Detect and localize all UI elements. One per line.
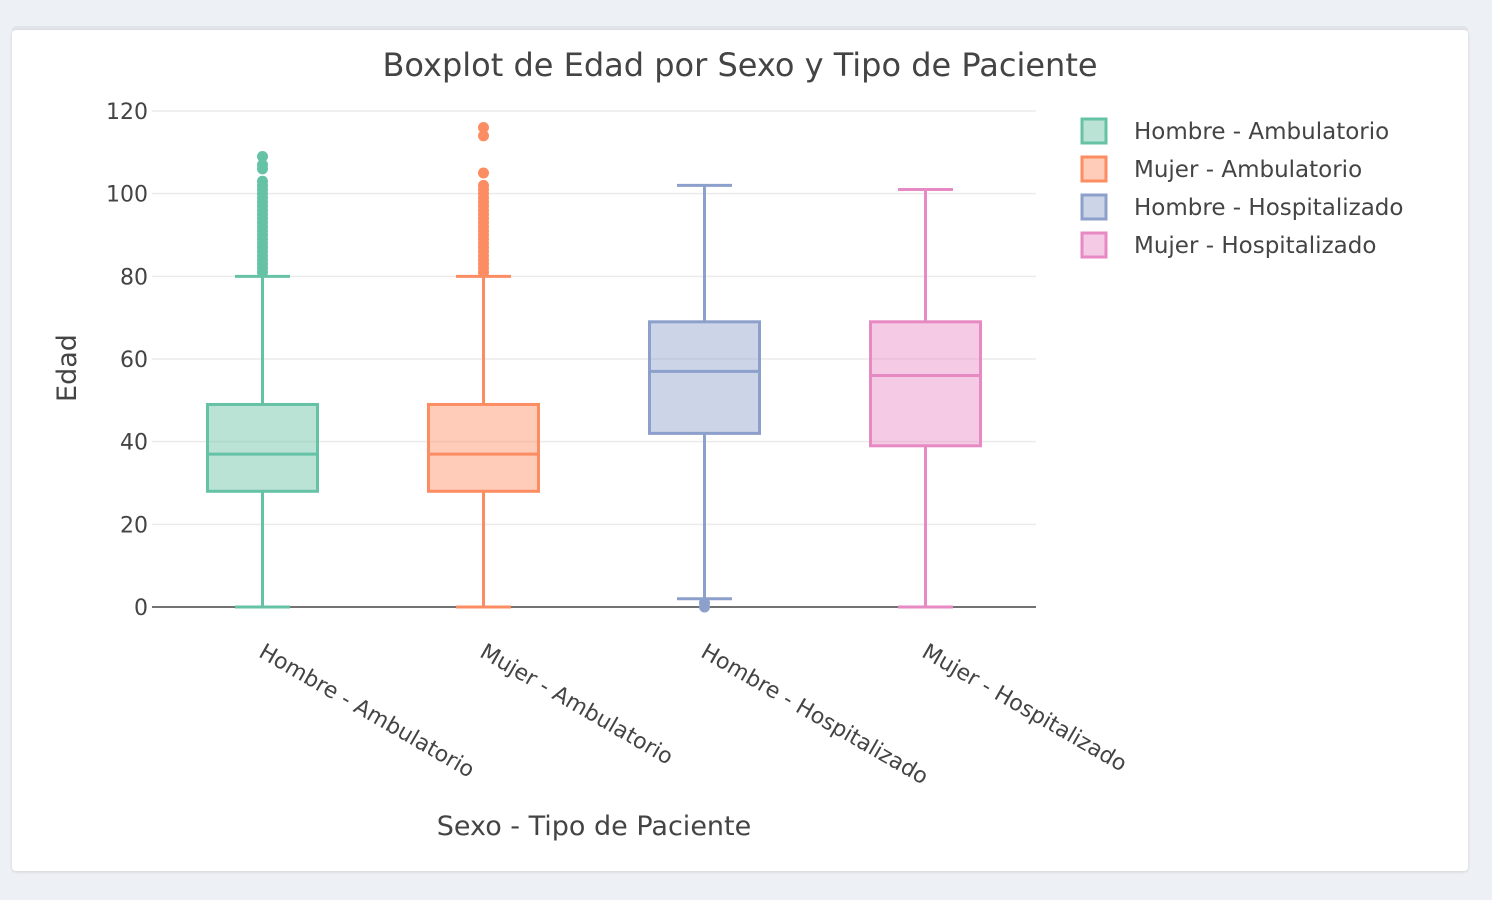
outlier-point: [478, 130, 489, 142]
outlier-point: [478, 122, 489, 134]
x-tick-label-3: Hombre - Hospitalizado: [697, 640, 933, 791]
y-tick-label-80: 80: [120, 265, 148, 290]
y-axis-ticks: 0 20 40 60 80 100 120: [106, 100, 148, 621]
iqr-box: [427, 402, 540, 493]
legend-label: Hombre - Ambulatorio: [1134, 119, 1389, 145]
iqr-box: [869, 320, 982, 448]
legend-item-1[interactable]: Hombre - Ambulatorio: [1080, 117, 1389, 145]
legend-swatch: [1080, 193, 1108, 221]
x-axis-title: Sexo - Tipo de Paciente: [437, 811, 751, 842]
y-tick-label-40: 40: [120, 431, 148, 456]
y-tick-label-20: 20: [120, 513, 148, 538]
y-tick-label-120: 120: [106, 100, 148, 125]
box-trace-2: [427, 122, 540, 609]
legend-label: Hombre - Hospitalizado: [1134, 195, 1403, 221]
legend-swatch: [1080, 155, 1108, 183]
outlier-point: [257, 150, 268, 162]
y-tick-label-60: 60: [120, 348, 148, 373]
y-tick-label-100: 100: [106, 183, 148, 208]
y-tick-label-0: 0: [134, 596, 148, 621]
outlier-point: [257, 175, 268, 187]
legend-label: Mujer - Hospitalizado: [1134, 233, 1376, 259]
y-axis-title: Edad: [52, 334, 83, 402]
legend-item-3[interactable]: Hombre - Hospitalizado: [1080, 193, 1403, 221]
legend-swatch: [1080, 117, 1108, 145]
chart-card: [12, 30, 1468, 871]
x-tick-label-4: Mujer - Hospitalizado: [918, 640, 1131, 778]
legend-label: Mujer - Ambulatorio: [1134, 157, 1362, 183]
x-tick-label-2: Mujer - Ambulatorio: [476, 640, 677, 771]
card-top-border: [12, 26, 1468, 31]
chart-title: Boxplot de Edad por Sexo y Tipo de Pacie…: [382, 46, 1097, 84]
box-trace-4: [869, 188, 982, 609]
iqr-box: [648, 320, 761, 435]
outlier-point: [699, 597, 710, 609]
box-traces: [206, 122, 982, 613]
box-trace-3: [648, 183, 761, 613]
iqr-box: [206, 402, 319, 493]
outlier-point: [478, 167, 489, 179]
legend-item-4[interactable]: Mujer - Hospitalizado: [1080, 231, 1376, 259]
outlier-point: [257, 159, 268, 171]
gridlines: [152, 110, 1036, 526]
outlier-point: [478, 179, 489, 191]
legend[interactable]: Hombre - Ambulatorio Mujer - Ambulatorio H…: [1080, 117, 1403, 259]
box-trace-1: [206, 150, 319, 609]
x-tick-label-1: Hombre - Ambulatorio: [255, 640, 479, 784]
legend-item-2[interactable]: Mujer - Ambulatorio: [1080, 155, 1362, 183]
legend-swatch: [1080, 231, 1108, 259]
